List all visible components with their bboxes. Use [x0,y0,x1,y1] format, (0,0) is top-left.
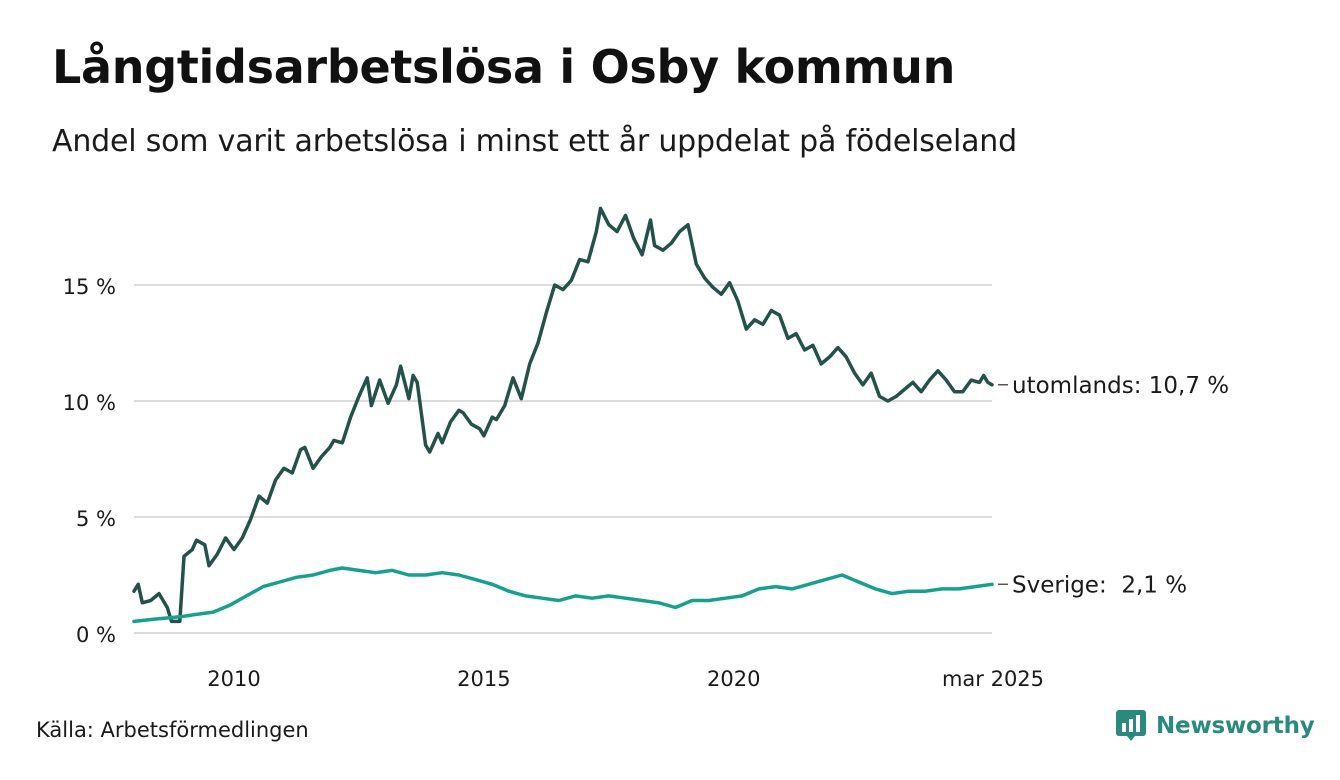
series-end-labels: utomlands: 10,7 % Sverige: 2,1 % [998,373,1229,598]
gridlines [134,284,992,634]
series-line-sverige [132,566,994,624]
series-end-label: Sverige: 2,1 % [1012,572,1187,598]
series-line-utomlands [132,206,994,624]
series-end-label: utomlands: 10,7 % [1012,373,1229,399]
x-tick-label: 2020 [707,667,760,691]
brand-name: Newsworthy [1156,713,1315,739]
x-tick-label: 2010 [207,667,260,691]
x-tick-label: mar 2025 [942,667,1044,691]
series-lines [132,206,994,624]
chart-title: Långtidsarbetslösa i Osby kommun [52,40,956,94]
line-chart: 0 % 5 % 10 % 15 % 2010 2015 2020 mar 2025 utom… [63,206,1229,691]
source-note: Källa: Arbetsförmedlingen [36,718,309,742]
y-tick-label: 0 % [76,623,116,647]
y-tick-label: 10 % [63,391,116,415]
y-tick-label: 15 % [63,275,116,299]
brand-logo[interactable]: Newsworthy [1116,710,1315,742]
y-tick-label: 5 % [76,507,116,531]
chart-subtitle: Andel som varit arbetslösa i minst ett å… [52,124,1017,159]
newsworthy-icon [1116,710,1146,741]
x-axis-ticks: 2010 2015 2020 mar 2025 [207,667,1044,691]
x-tick-label: 2015 [457,667,510,691]
y-axis-ticks: 0 % 5 % 10 % 15 % [63,275,116,647]
